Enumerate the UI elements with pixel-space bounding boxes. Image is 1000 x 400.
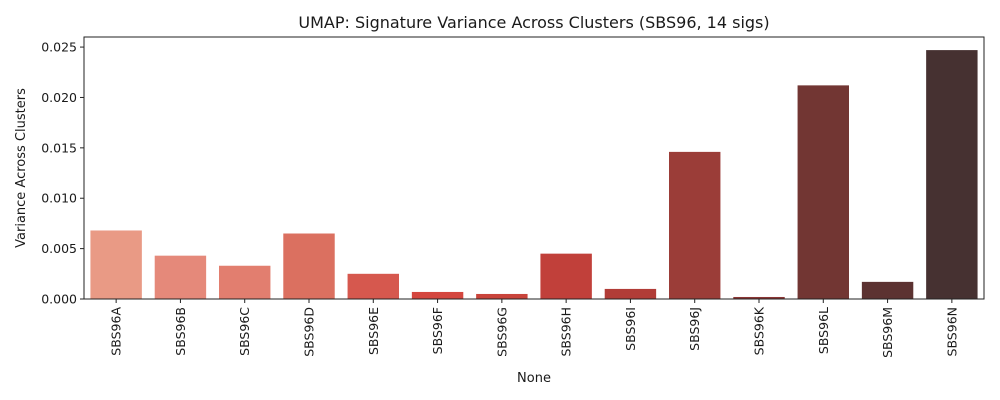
plot-frame bbox=[83, 36, 985, 300]
x-tick-label: SBS96L bbox=[816, 307, 831, 354]
bar-sbs96g bbox=[476, 293, 528, 299]
x-tick-label: SBS96A bbox=[109, 307, 124, 356]
y-tick-label: 0.005 bbox=[41, 241, 77, 256]
bar-sbs96k bbox=[733, 296, 785, 299]
bar-sbs96j bbox=[669, 151, 721, 299]
y-tick-label: 0.015 bbox=[41, 140, 77, 155]
bar-sbs96b bbox=[154, 255, 207, 299]
x-axis-ticks: SBS96A SBS96B SBS96C SBS96D SBS96E SBS96F SBS9… bbox=[109, 299, 959, 358]
bar-sbs96n bbox=[926, 50, 978, 299]
y-tick-label: 0.020 bbox=[41, 90, 77, 105]
x-tick-label: SBS96E bbox=[366, 307, 381, 355]
bar-sbs96l bbox=[797, 85, 849, 300]
x-tick-label: SBS96D bbox=[302, 307, 317, 357]
bar-sbs96h bbox=[540, 253, 592, 299]
bar-sbs96c bbox=[219, 265, 271, 299]
x-tick-label: SBS96I bbox=[623, 307, 638, 351]
bar-sbs96a bbox=[90, 230, 142, 299]
bar-sbs96e bbox=[347, 273, 399, 299]
y-axis-label: Variance Across Clusters bbox=[14, 88, 29, 248]
bar-sbs96f bbox=[411, 291, 464, 299]
bar-sbs96i bbox=[604, 288, 657, 299]
x-axis-label: None bbox=[517, 371, 551, 386]
x-tick-label: SBS96F bbox=[430, 307, 445, 354]
x-tick-label: SBS96K bbox=[752, 306, 767, 355]
y-tick-label: 0.010 bbox=[41, 191, 77, 206]
bar-sbs96d bbox=[283, 233, 335, 299]
y-tick-label: 0.025 bbox=[41, 40, 77, 55]
x-tick-label: SBS96H bbox=[559, 307, 574, 357]
bar-sbs96m bbox=[861, 281, 914, 299]
x-tick-label: SBS96N bbox=[944, 307, 959, 356]
x-tick-label: SBS96C bbox=[237, 307, 252, 356]
y-tick-label: 0.000 bbox=[41, 292, 77, 307]
x-tick-label: SBS96J bbox=[687, 307, 702, 351]
x-tick-label: SBS96G bbox=[494, 307, 509, 357]
y-axis-ticks: 0.000 0.005 0.010 0.015 0.020 0.025 bbox=[41, 40, 84, 307]
bars-group bbox=[90, 50, 978, 300]
x-tick-label: SBS96M bbox=[880, 307, 895, 358]
chart-title: UMAP: Signature Variance Across Clusters… bbox=[298, 13, 769, 32]
x-tick-label: SBS96B bbox=[173, 307, 188, 356]
